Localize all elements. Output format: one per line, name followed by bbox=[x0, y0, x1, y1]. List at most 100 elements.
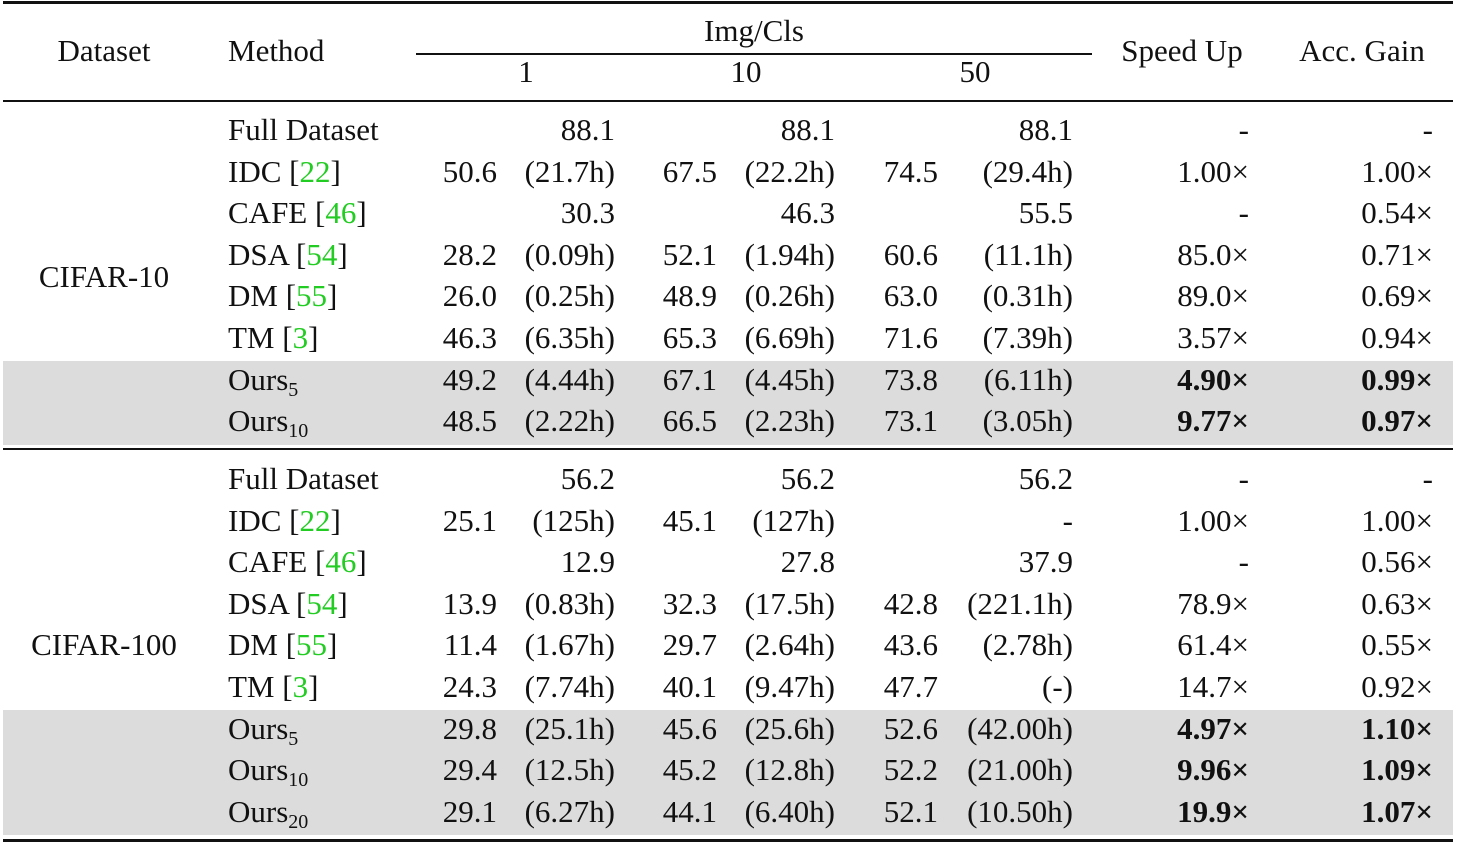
group-separator-rule bbox=[3, 448, 1453, 450]
citation-bracket: ] bbox=[308, 669, 319, 704]
speed-up-value: 4.97× bbox=[1177, 710, 1249, 746]
acc-gain-value: 0.69× bbox=[1361, 278, 1433, 314]
method-label: Full Dataset bbox=[228, 461, 379, 496]
accuracy-value: 55.5 bbox=[1018, 195, 1073, 231]
accuracy-value: 67.5 bbox=[662, 153, 717, 189]
method-label: Full Dataset bbox=[228, 112, 379, 147]
accuracy-value: 46.3 bbox=[780, 195, 835, 231]
accuracy-value: 28.2 bbox=[442, 236, 497, 272]
citation-link[interactable]: 54 bbox=[306, 585, 338, 621]
acc-gain-value: 0.63× bbox=[1361, 585, 1433, 621]
method-name: DM [55] bbox=[228, 628, 337, 662]
citation-link[interactable]: 46 bbox=[325, 544, 357, 580]
accuracy-value: 56.2 bbox=[780, 461, 835, 496]
acc-gain-value: 1.00× bbox=[1361, 502, 1433, 538]
training-time: (17.5h) bbox=[744, 585, 835, 621]
method-name: DSA [54] bbox=[228, 236, 348, 272]
citation-link[interactable]: 3 bbox=[292, 669, 309, 704]
acc-gain-value: 1.07× bbox=[1361, 793, 1433, 829]
accuracy-value: 48.9 bbox=[662, 278, 717, 314]
training-time: (12.5h) bbox=[524, 752, 615, 788]
training-time: (6.69h) bbox=[744, 320, 835, 355]
acc-gain-value: 0.54× bbox=[1361, 195, 1433, 231]
speed-up-value: 19.9× bbox=[1177, 793, 1249, 829]
acc-gain-value: 1.09× bbox=[1361, 752, 1433, 788]
training-time: (125h) bbox=[532, 502, 615, 538]
accuracy-value: 67.1 bbox=[662, 361, 717, 397]
speed-up-value: 4.90× bbox=[1177, 361, 1249, 397]
training-time: (21.00h) bbox=[967, 752, 1073, 788]
training-time: (3.05h) bbox=[982, 403, 1073, 439]
speed-up-value: 3.57× bbox=[1177, 320, 1249, 355]
training-time: (-) bbox=[1042, 669, 1073, 704]
img-cls-cmidrule bbox=[416, 53, 1092, 55]
accuracy-value: 13.9 bbox=[442, 585, 497, 621]
training-time: (2.64h) bbox=[744, 627, 835, 663]
citation-link[interactable]: 55 bbox=[296, 627, 328, 663]
accuracy-value: 88.1 bbox=[560, 112, 615, 147]
header-ipc-10: 10 bbox=[730, 54, 762, 89]
speed-up-value: 9.96× bbox=[1177, 752, 1249, 788]
training-time: (12.8h) bbox=[744, 752, 835, 788]
citation-link[interactable]: 22 bbox=[299, 153, 331, 189]
acc-gain-value: - bbox=[1422, 461, 1433, 496]
accuracy-value: 29.4 bbox=[442, 752, 497, 788]
citation-bracket: ] bbox=[308, 320, 319, 355]
citation-link[interactable]: 55 bbox=[296, 278, 328, 314]
method-name: Ours5 bbox=[228, 362, 298, 400]
accuracy-value: 63.0 bbox=[883, 278, 938, 314]
acc-gain-value: 0.97× bbox=[1361, 403, 1433, 439]
citation-bracket: ] bbox=[356, 544, 367, 580]
acc-gain-value: 0.92× bbox=[1361, 669, 1433, 704]
speed-up-value: 61.4× bbox=[1177, 627, 1249, 663]
accuracy-value: 88.1 bbox=[780, 112, 835, 147]
method-label: Ours bbox=[228, 793, 289, 829]
top-rule bbox=[3, 1, 1453, 4]
citation-link[interactable]: 22 bbox=[299, 502, 331, 538]
training-time: (0.25h) bbox=[524, 278, 615, 314]
citation-link[interactable]: 46 bbox=[325, 195, 357, 231]
training-time: (9.47h) bbox=[744, 669, 835, 704]
training-time: (0.31h) bbox=[982, 278, 1073, 314]
method-label: DM [ bbox=[228, 278, 297, 314]
training-time: (6.35h) bbox=[524, 320, 615, 355]
accuracy-value: 71.6 bbox=[883, 320, 938, 355]
accuracy-value: 27.8 bbox=[780, 544, 835, 580]
citation-link[interactable]: 54 bbox=[306, 236, 338, 272]
training-time: (7.39h) bbox=[982, 320, 1073, 355]
speed-up-value: 14.7× bbox=[1177, 669, 1249, 704]
accuracy-value: 24.3 bbox=[442, 669, 497, 704]
accuracy-value: 73.8 bbox=[883, 361, 938, 397]
method-subscript: 5 bbox=[288, 378, 299, 401]
bottom-rule bbox=[3, 839, 1453, 842]
method-subscript: 5 bbox=[288, 727, 299, 750]
accuracy-value: 65.3 bbox=[662, 320, 717, 355]
accuracy-value: 25.1 bbox=[442, 502, 497, 538]
accuracy-value: 42.8 bbox=[883, 585, 938, 621]
speed-up-value: 85.0× bbox=[1177, 236, 1249, 272]
accuracy-value: 49.2 bbox=[442, 361, 497, 397]
accuracy-value: 52.2 bbox=[883, 752, 938, 788]
header-ipc-1: 1 bbox=[518, 54, 534, 89]
method-label: CAFE [ bbox=[228, 195, 326, 231]
accuracy-value: 60.6 bbox=[883, 236, 938, 272]
speed-up-value: 1.00× bbox=[1177, 502, 1249, 538]
method-subscript: 10 bbox=[288, 769, 309, 792]
method-name: IDC [22] bbox=[228, 153, 341, 189]
accuracy-value: 29.7 bbox=[662, 627, 717, 663]
accuracy-value: 40.1 bbox=[662, 669, 717, 704]
accuracy-value: 74.5 bbox=[883, 153, 938, 189]
citation-link[interactable]: 3 bbox=[292, 320, 309, 355]
speed-up-value: 89.0× bbox=[1177, 278, 1249, 314]
training-time: (6.40h) bbox=[744, 793, 835, 829]
method-subscript: 20 bbox=[288, 810, 309, 833]
accuracy-value: 56.2 bbox=[1018, 461, 1073, 496]
citation-bracket: ] bbox=[327, 627, 338, 663]
training-time: (25.1h) bbox=[524, 710, 615, 746]
method-name: Ours10 bbox=[228, 404, 308, 442]
header-method: Method bbox=[228, 33, 325, 68]
training-time: (22.2h) bbox=[744, 153, 835, 189]
acc-gain-value: 0.55× bbox=[1361, 627, 1433, 663]
acc-gain-value: 0.99× bbox=[1361, 361, 1433, 397]
header-acc-gain: Acc. Gain bbox=[1299, 33, 1425, 68]
